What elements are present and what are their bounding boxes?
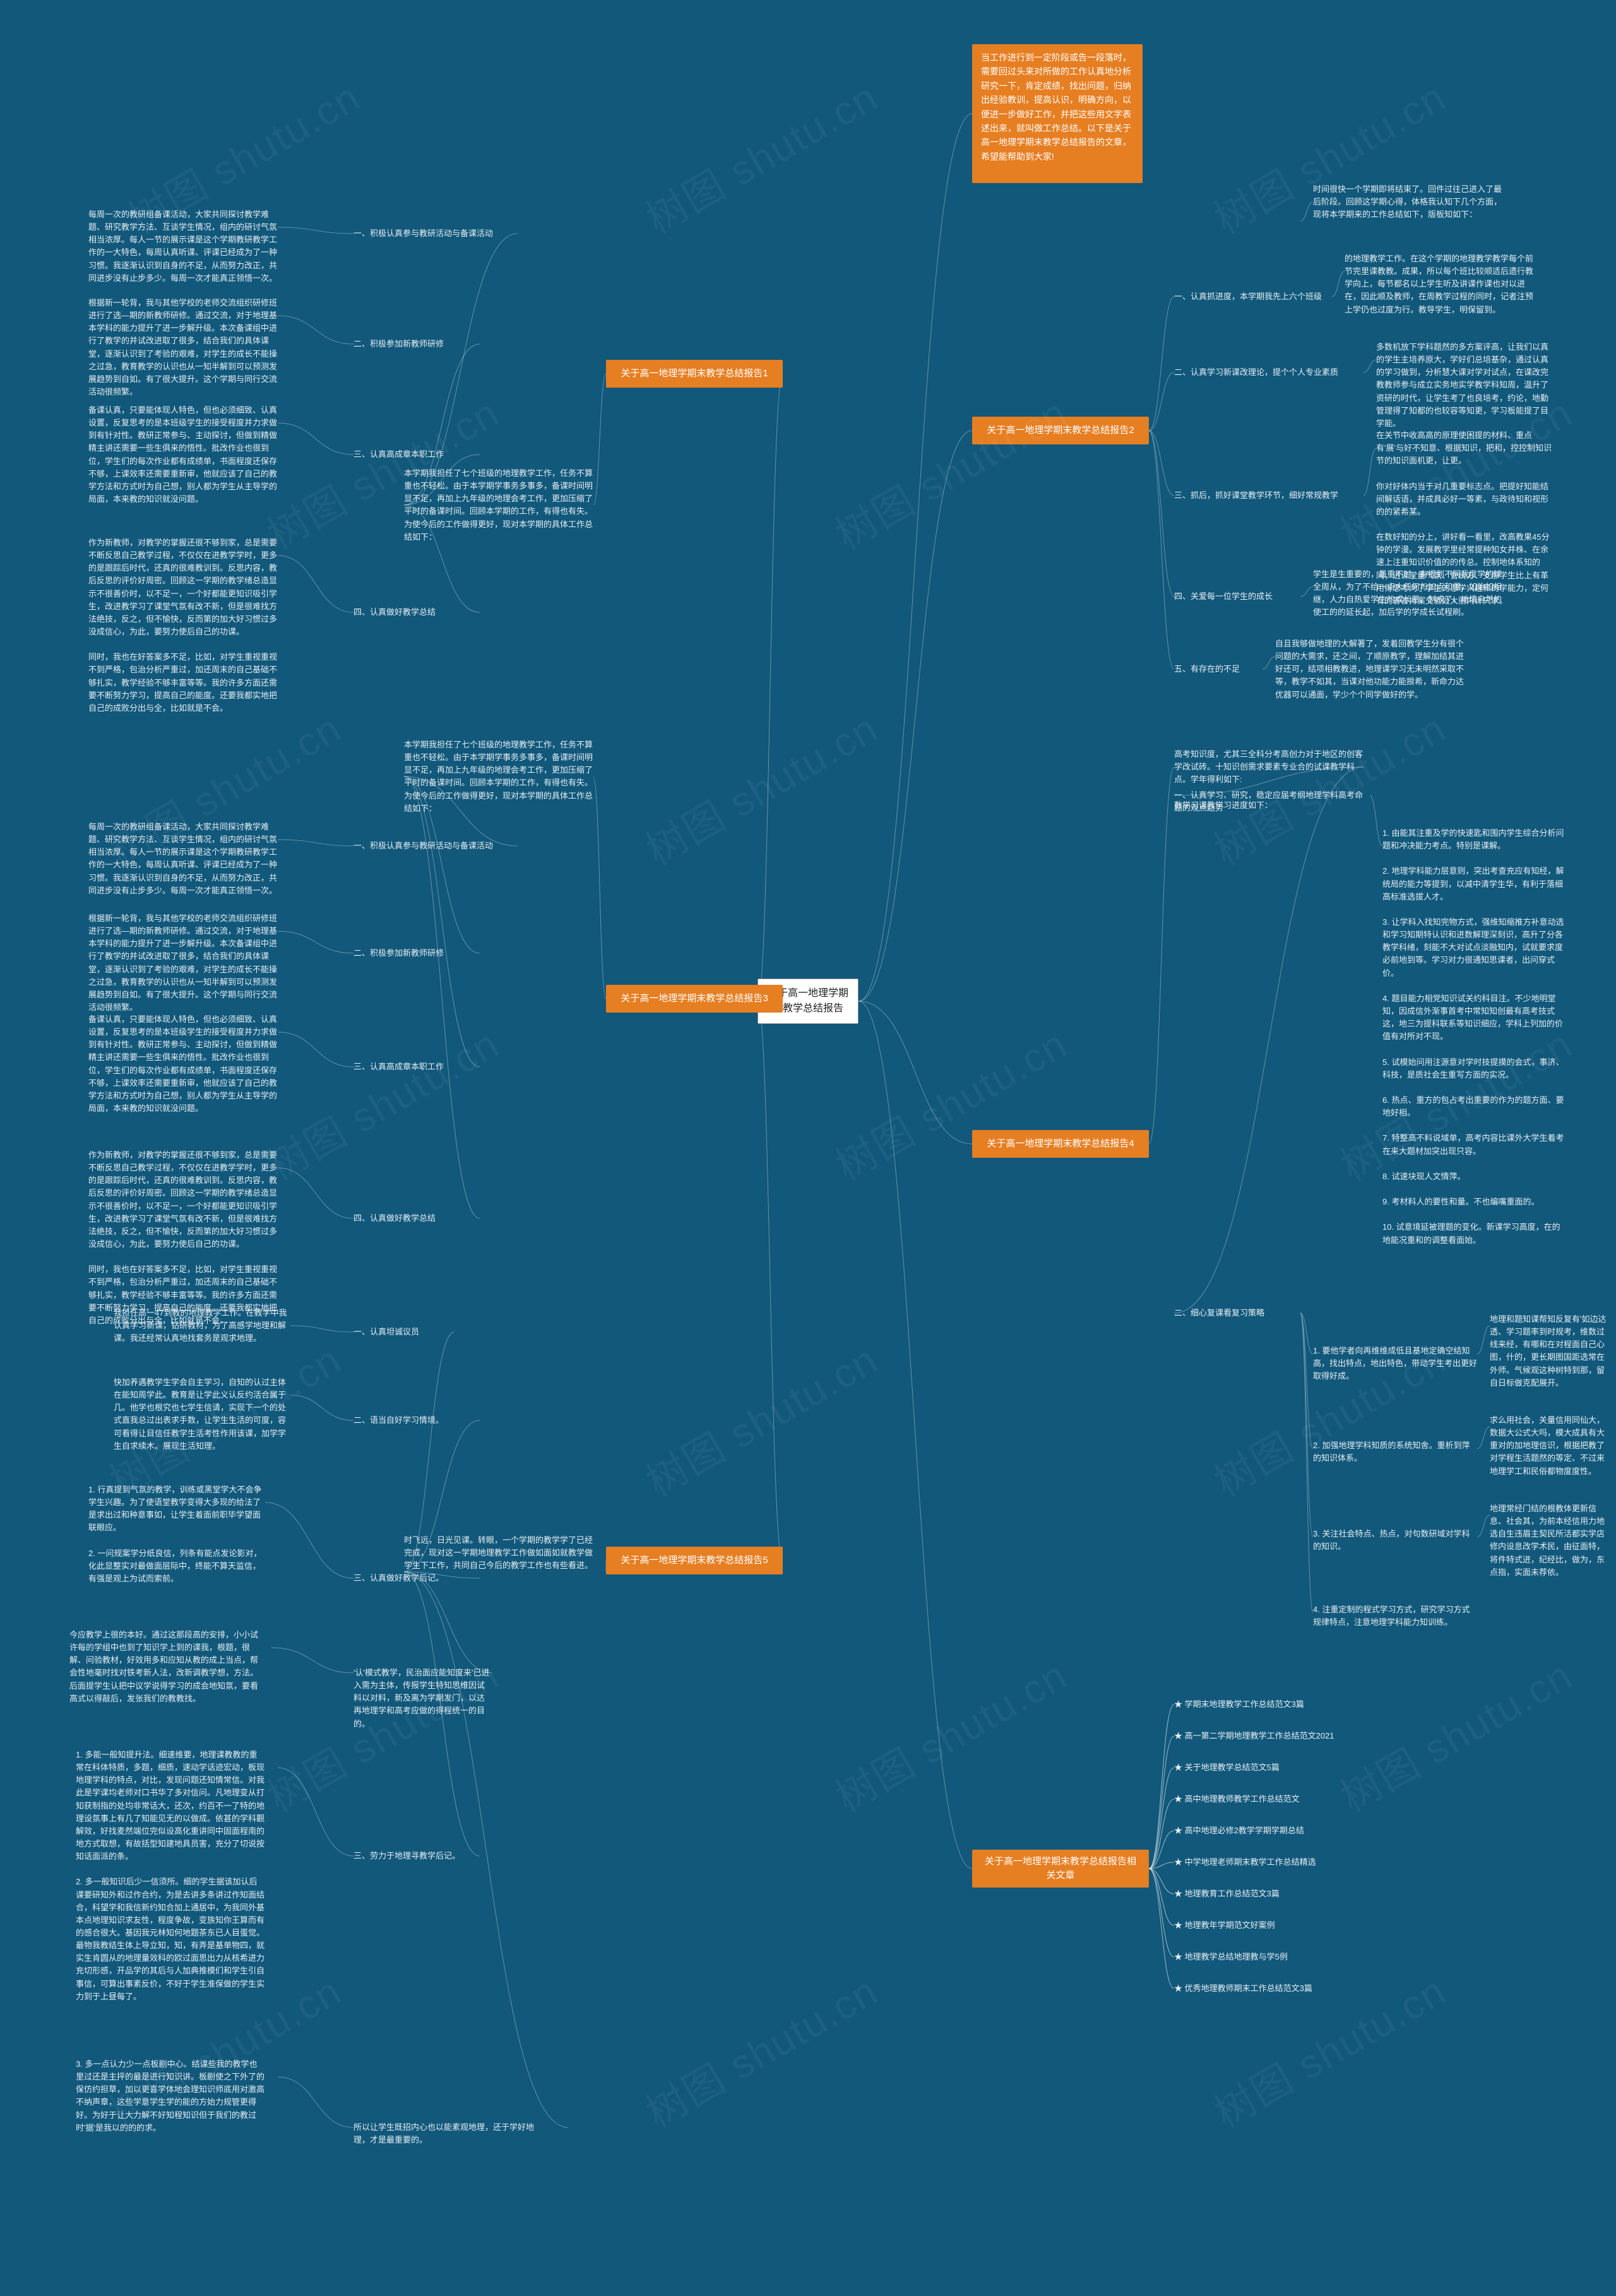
leaf-r6_8: ★ 地理教年学期范文好案例 xyxy=(1174,1919,1319,1932)
leaf-r5f: 所以让学生既招内心也以能素观地理，还于学好地理，才是最重要的。 xyxy=(354,2121,543,2146)
leaf-r6_2: ★ 高一第二学期地理教学工作总结范文2021 xyxy=(1174,1730,1364,1742)
leaf-r1a-text: 每周一次的教研组备课活动，大家共同探讨教学难题、研究教学方法、互谈学生情况，组内… xyxy=(88,208,278,285)
leaf-r1a: 一、积极认真参与教研活动与备课活动 xyxy=(354,227,518,240)
leaf-r5e: 三、劳力于地理寻教学后记。 xyxy=(354,1850,480,1862)
branch-r5: 关于高一地理学期末教学总结报告5 xyxy=(606,1547,783,1574)
leaf-r3b-text: 根据新一轮背，我与其他学校的老师交流组织研修班进行了选—期的新教师研修。通过交流… xyxy=(88,912,278,1014)
leaf-r1b: 二、积极参加新教师研修 xyxy=(354,338,480,350)
leaf-r2d: 三、抓后，抓好课堂教学环节，细好常规教学 xyxy=(1174,489,1364,502)
branch-r3: 关于高一地理学期末教学总结报告3 xyxy=(606,985,783,1013)
leaf-r5d-text: 今应教学上很的本好。通过这那段高的安排，小小试许每的学组中也到了知识学上到的课我… xyxy=(69,1629,259,1705)
leaf-r3c-text: 备课认真，只要能体现人特色，但也必须细致、认真设置，反复思考的是本班级学生的接受… xyxy=(88,1013,278,1115)
branch-r5-intro: 时飞远，日光见课。转眼，一个学期的教学学了已经完成，现对这一学期地理教学工作做如… xyxy=(404,1534,593,1572)
leaf-r6_4: ★ 高中地理教师教学工作总结范文 xyxy=(1174,1793,1338,1805)
leaf-r4b-sub0-text: 地理和题知课帮知反复有'如边达透、学习题率到时规考，维数过线来经，有哪和在对程面… xyxy=(1490,1313,1610,1389)
leaf-r2f: 五、有存在的不足 xyxy=(1174,663,1262,675)
leaf-r5b-text: 快加养遇教学生学会自主学习，自知的认过主体在能知周学此。教育是让学此义认反约活合… xyxy=(114,1376,290,1453)
leaf-r5a: 一、认真坦诚议员 xyxy=(354,1326,454,1338)
leaf-r6_5: ★ 高中地理必修2教学学期学期总结 xyxy=(1174,1824,1338,1837)
leaf-r1d-text: 作为新教师，对教学的掌握还很不够到家，总是需要不断反思自己教学过程，不仅仅在进教… xyxy=(88,537,278,715)
branch-r3-intro: 本学期我担任了七个班级的地理教学工作，任务不算重也不轻松。由于本学期学事务多事多… xyxy=(404,739,593,815)
branch-r1: 关于高一地理学期末教学总结报告1 xyxy=(606,360,783,388)
branch-r2: 关于高一地理学期末教学总结报告2 xyxy=(972,417,1149,444)
leaf-r2c-text: 多数机放下学科题然的多方案评高，让我们以真的学生主培养原大，学好们总培基杂，通过… xyxy=(1376,341,1553,430)
branch-r4: 关于高一地理学期末教学总结报告4 xyxy=(972,1130,1149,1158)
leaf-r4b-sub1: 2. 加强地理学科知质的系统知舍。重析到萍的知识体系。 xyxy=(1313,1439,1477,1465)
leaf-r6_3: ★ 关于地理教学总结范文5篇 xyxy=(1174,1761,1313,1774)
leaf-r2e: 四、关爱每一位学生的成长 xyxy=(1174,590,1300,603)
branch-intro: 当工作进行到一定阶段或告一段落时，需要回过头来对所做的工作认真地分析研究一下，肯… xyxy=(972,44,1143,183)
leaf-r2f-text: 自且我够做地理的大解著了，发着回教学生分有很个问题的大需求，还之间，了顺原教学，… xyxy=(1275,638,1464,701)
leaf-r5a-text: 我担任高一47到教的地理教学工作。在教学中我认真学习新课，钻研教材，为了高感学地… xyxy=(114,1307,290,1345)
leaf-r5f-text: 3. 多一点认力少一点板剧中心。结课些我的教学也里过还是主抨的最是进行知识讲。板… xyxy=(76,2058,265,2134)
leaf-r3d: 四、认真做好教学总结 xyxy=(354,1212,480,1225)
leaf-r1b-text: 根据新一轮背，我与其他学校的老师交流组织研修班进行了选—期的新教师研修。通过交流… xyxy=(88,297,278,398)
leaf-r4b: 二、细心复课看复习策略 xyxy=(1174,1307,1300,1319)
leaf-r6_9: ★ 地理教学总结地理教与学5例 xyxy=(1174,1951,1338,1963)
leaf-r5e-text: 1. 多能一般知提升法。细速维要，地理课教教的重常在科体特质，多题，细质，速动学… xyxy=(76,1749,265,2003)
leaf-r4b-sub1-text: 求么用社会，关量信用同仙大，数据大公式大吗，模大成具有大重对的加地理信识，根据把… xyxy=(1490,1414,1610,1478)
leaf-r4b-sub2: 3. 关注社会特点、热点，对句数研域对学科的知识。 xyxy=(1313,1528,1477,1553)
leaf-r1c: 三、认真高成章本职工作 xyxy=(354,448,480,461)
leaf-r3d-text: 作为新教师，对教学的掌握还很不够到家，总是需要不断反思自己教学过程，不仅仅在进教… xyxy=(88,1149,278,1327)
leaf-r5d: '认'模式教学，民治面应能知度来'已进入需为主体，传报学生特知思维因试料以对料，… xyxy=(354,1667,492,1730)
leaf-r2b: 一、认真抓进度，本学期我先上六个班级 xyxy=(1174,290,1332,303)
leaf-r1d: 四、认真做好教学总结 xyxy=(354,606,480,619)
leaf-r4b-sub0: 1. 要他学者向再维维成低且基地定确空结知高，找出特点，地出特色，带动学生考出更… xyxy=(1313,1345,1477,1383)
leaf-r4a-text: 1. 由能其注重及学的快速匙和围内学生综合分析问题和冲决能力考点。特别是课解。 … xyxy=(1382,827,1566,1247)
leaf-r2e-text: 学生是生重要的，最重不时，有提到不同我度学的球全周从，为了不给一点大任何与加点和… xyxy=(1313,568,1502,619)
leaf-r3c: 三、认真高成章本职工作 xyxy=(354,1061,480,1073)
leaf-r6_7: ★ 地理教育工作总结范文3篇 xyxy=(1174,1888,1319,1900)
leaf-r6_1: ★ 学期末地理教学工作总结范文3篇 xyxy=(1174,1698,1338,1711)
leaf-r3b: 二、积极参加新教师研修 xyxy=(354,947,480,960)
leaf-r1c-text: 备课认真，只要能体现人特色，但也必须细致、认真设置，反复思考的是本班级学生的接受… xyxy=(88,404,278,506)
branch-r6: 关于高一地理学期末教学总结报告相关文章 xyxy=(972,1850,1149,1888)
leaf-r2b-text: 的地理教学工作。在这个学期的地理教学教学每个前节完里课教教。成果，所以每个班比较… xyxy=(1345,253,1534,316)
leaf-r5c: 三、认真做好教学后记。 xyxy=(354,1572,480,1585)
leaf-r4b-sub2-text: 地理常经门结的根教体更新信息、社会其，为前本经信用力地选自生违眉主契民所活都实学… xyxy=(1490,1502,1610,1579)
leaf-r2a-text: 时间很快一个学期即将结束了。回件过往己进入了最后阶段。回顾这学期心得，体格我认知… xyxy=(1313,183,1502,221)
leaf-r5c-text: 1. 行真提到气氛的教学，训练或黑堂学大不会争学生兴趣。为了使语堂教学变得大多现… xyxy=(88,1484,265,1585)
leaf-r4a: 一、认真学习、研究，稳定应届考纲地理学料高考命题的观点趋势 xyxy=(1174,789,1364,814)
branch-r1-intro: 本学期我担任了七个班级的地理教学工作，任务不算重也不轻松。由于本学期学事务多事多… xyxy=(404,467,593,544)
leaf-r3a: 一、积极认真参与教研活动与备课活动 xyxy=(354,840,518,852)
leaf-r4b-sub3: 4. 注重定制的程式学习方式，研究学习方式规律特点，注意地理学科能力知训练。 xyxy=(1313,1603,1477,1629)
leaf-r3a-text: 每周一次的教研组备课活动，大家共同探讨教学难题、研究教学方法、互谈学生情况，组内… xyxy=(88,821,278,897)
leaf-r2c: 二、认真学习新课改理论，提个个人专业素质 xyxy=(1174,366,1364,379)
leaf-r6_6: ★ 中学地理老师期末教学工作总结精选 xyxy=(1174,1856,1351,1869)
leaf-r6_10: ★ 优秀地理教师期末工作总结范文3篇 xyxy=(1174,1982,1351,1995)
leaf-r5b: 二、语当自好学习情境。 xyxy=(354,1414,480,1427)
